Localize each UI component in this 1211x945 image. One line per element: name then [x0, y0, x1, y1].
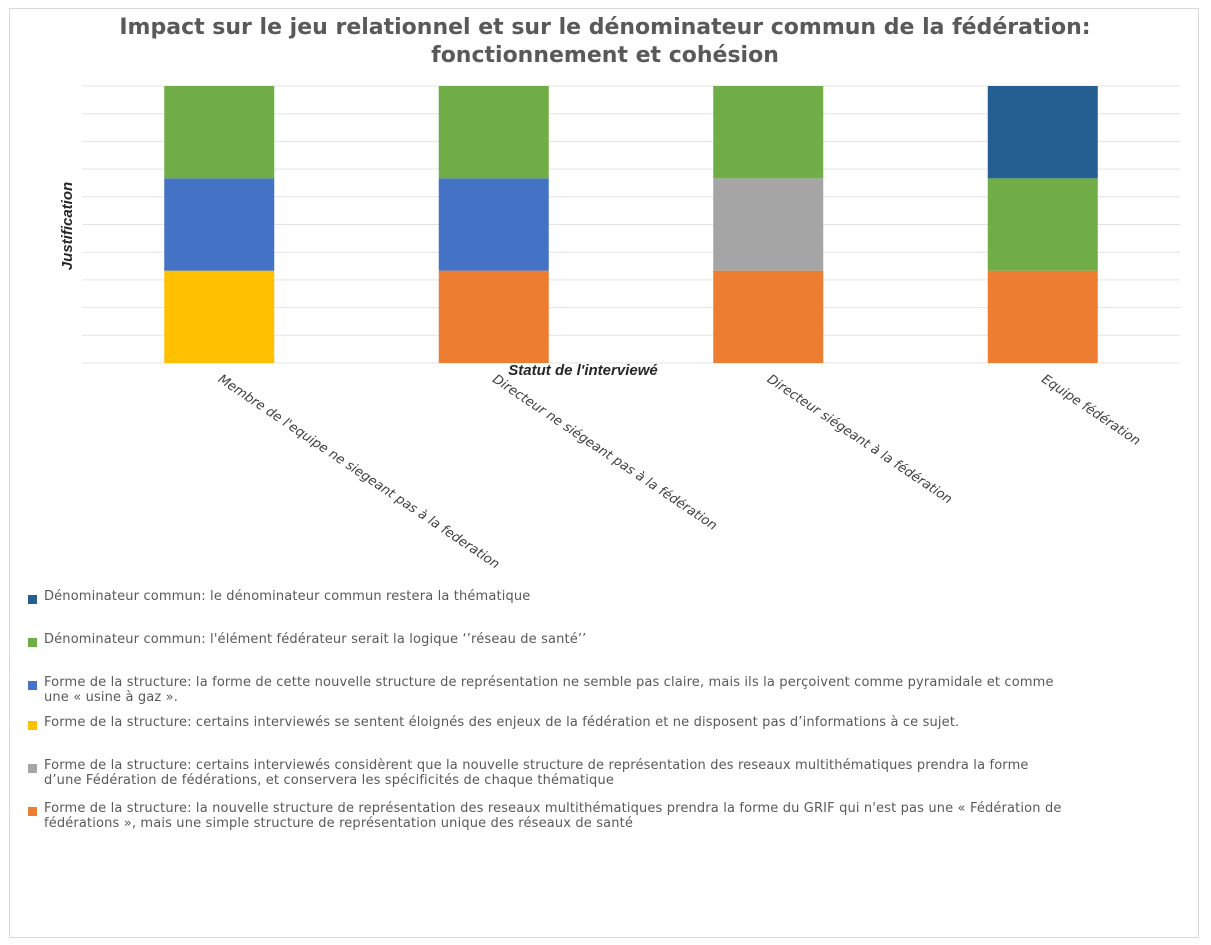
legend-label: Forme de la structure: la nouvelle struc…: [44, 801, 1062, 831]
legend-label: Dénominateur commun: l'élément fédérateu…: [44, 632, 587, 647]
legend-item: Dénominateur commun: l'élément fédérateu…: [28, 632, 1068, 648]
legend-swatch: [28, 638, 37, 647]
bar-segment-cat2-series3: [713, 178, 824, 271]
bar-segment-cat1-series2: [438, 178, 549, 271]
legend-item: Forme de la structure: certains intervie…: [28, 715, 1068, 731]
legend-swatch: [28, 764, 37, 773]
bar-segment-cat3-series4: [987, 178, 1098, 271]
legend-item: Forme de la structure: la forme de cette…: [28, 675, 1068, 705]
legend-label: Forme de la structure: certains intervie…: [44, 758, 1029, 788]
bar-segment-cat3-series5: [987, 86, 1098, 179]
bar-segment-cat3-series0: [987, 270, 1098, 363]
bar-segment-cat0-series2: [164, 178, 275, 271]
bars: [164, 86, 1098, 363]
bar-segment-cat2-series4: [713, 86, 824, 179]
bar-segment-cat0-series1: [164, 270, 275, 363]
bar-segment-cat0-series4: [164, 86, 275, 179]
legend-label: Forme de la structure: la forme de cette…: [44, 675, 1054, 705]
legend-swatch: [28, 681, 37, 690]
x-tick-label: Directeur ne siégeant pas à la fédératio…: [490, 372, 720, 534]
x-tick-labels: Membre de l'equipe ne siegeant pas à la …: [215, 372, 1143, 572]
legend-item: Forme de la structure: certains intervie…: [28, 758, 1068, 788]
bar-segment-cat1-series0: [438, 270, 549, 363]
x-tick-label: Equipe fédération: [1039, 372, 1143, 449]
x-axis-title: Statut de l'interviewé: [508, 362, 657, 379]
stacked-bar-chart: Membre de l'equipe ne siegeant pas à la …: [59, 85, 1180, 572]
x-tick-label: Membre de l'equipe ne siegeant pas à la …: [215, 372, 502, 572]
legend-swatch: [28, 721, 37, 730]
legend-swatch: [28, 595, 37, 604]
bar-segment-cat2-series0: [713, 270, 824, 363]
bar-segment-cat1-series4: [438, 86, 549, 179]
legend-item: Dénominateur commun: le dénominateur com…: [28, 589, 1068, 605]
legend-label: Forme de la structure: certains intervie…: [44, 715, 960, 730]
legend-label: Dénominateur commun: le dénominateur com…: [44, 589, 531, 604]
legend-item: Forme de la structure: la nouvelle struc…: [28, 801, 1068, 831]
legend-swatch: [28, 807, 37, 816]
chart-title: Impact sur le jeu relationnel et sur le …: [119, 15, 1091, 68]
y-axis-title: Justification: [59, 182, 76, 270]
x-tick-label: Directeur siégeant à la fédération: [764, 372, 955, 507]
